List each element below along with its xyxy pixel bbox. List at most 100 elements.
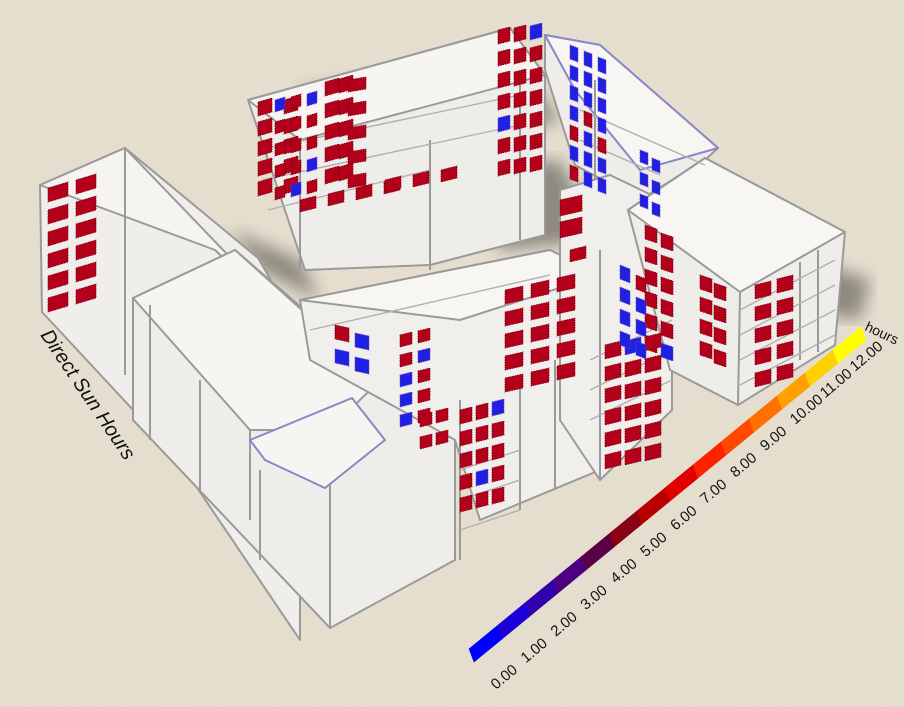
window-patch xyxy=(597,176,607,195)
window-patch xyxy=(556,317,576,337)
window-patch xyxy=(491,486,505,505)
window-patch xyxy=(635,274,647,294)
window-patch xyxy=(306,156,318,173)
window-patch xyxy=(529,88,543,107)
window-patch xyxy=(635,318,647,338)
window-patch xyxy=(274,162,286,179)
window-patch xyxy=(530,323,550,343)
window-patch xyxy=(619,286,631,306)
window-patch xyxy=(306,178,318,195)
window-patch xyxy=(556,339,576,359)
window-patch xyxy=(583,70,593,89)
window-patch xyxy=(290,159,302,176)
window-patch xyxy=(504,307,524,327)
window-patch xyxy=(504,285,524,305)
window-patch xyxy=(530,345,550,365)
window-patch xyxy=(556,273,576,293)
window-patch xyxy=(597,76,607,95)
window-patch xyxy=(299,195,317,213)
window-patch xyxy=(597,136,607,155)
window-patch xyxy=(327,189,345,207)
window-patch xyxy=(75,195,97,217)
window-patch xyxy=(347,124,367,141)
window-patch xyxy=(619,264,631,284)
window-patch xyxy=(419,411,433,428)
window-patch xyxy=(459,472,473,491)
window-patch xyxy=(491,464,505,483)
window-patch xyxy=(619,330,631,350)
window-patch xyxy=(559,194,583,217)
window-patch xyxy=(497,92,511,111)
window-patch xyxy=(635,340,647,360)
window-patch xyxy=(644,268,658,288)
window-patch xyxy=(354,332,370,351)
window-patch xyxy=(529,66,543,85)
window-patch xyxy=(435,429,449,446)
window-patch xyxy=(699,296,713,316)
window-patch xyxy=(47,225,69,247)
window-patch xyxy=(530,301,550,321)
window-patch xyxy=(713,326,727,346)
window-patch xyxy=(504,329,524,349)
window-patch xyxy=(660,298,674,318)
window-patch xyxy=(290,115,302,132)
window-patch xyxy=(475,424,489,443)
window-patch xyxy=(660,254,674,274)
legend-color-bar xyxy=(468,326,867,663)
window-patch xyxy=(644,354,662,374)
window-patch xyxy=(660,276,674,296)
window-patch xyxy=(776,340,794,360)
window-patch xyxy=(497,158,511,177)
window-patch xyxy=(435,407,449,424)
window-patch xyxy=(754,368,772,388)
window-patch xyxy=(583,130,593,149)
window-patch xyxy=(569,164,579,183)
window-patch xyxy=(651,179,661,196)
window-patch xyxy=(624,402,642,422)
window-patch xyxy=(75,217,97,239)
window-patch xyxy=(290,137,302,154)
window-patch xyxy=(529,154,543,173)
window-patch xyxy=(504,351,524,371)
window-patch xyxy=(644,442,662,462)
window-patch xyxy=(257,137,273,157)
window-patch xyxy=(419,433,433,450)
window-patch xyxy=(569,104,579,123)
window-patch xyxy=(257,97,273,117)
window-patch xyxy=(75,261,97,283)
window-patch xyxy=(334,324,350,343)
window-patch xyxy=(644,398,662,418)
window-patch xyxy=(639,149,649,166)
window-patch xyxy=(306,134,318,151)
window-patch xyxy=(699,318,713,338)
window-patch xyxy=(604,362,622,382)
window-patch xyxy=(417,347,431,364)
window-patch xyxy=(754,280,772,300)
window-patch xyxy=(497,70,511,89)
window-patch xyxy=(459,428,473,447)
window-patch xyxy=(604,384,622,404)
window-patch xyxy=(47,203,69,225)
window-patch xyxy=(624,424,642,444)
sun-hours-legend: 0.001.002.003.004.005.006.007.008.009.00… xyxy=(468,318,901,693)
window-patch xyxy=(491,420,505,439)
window-patch xyxy=(604,340,622,360)
window-sun-hour-patches xyxy=(47,22,794,513)
window-patch xyxy=(417,387,431,404)
window-patch xyxy=(497,26,511,45)
window-patch xyxy=(619,308,631,328)
window-patch xyxy=(497,48,511,67)
window-patch xyxy=(412,170,430,188)
window-patch xyxy=(274,96,286,113)
window-patch xyxy=(569,84,579,103)
window-patch xyxy=(651,201,661,218)
window-patch xyxy=(556,361,576,381)
window-patch xyxy=(624,380,642,400)
window-patch xyxy=(699,274,713,294)
window-patch xyxy=(384,175,402,193)
window-patch xyxy=(624,358,642,378)
window-patch xyxy=(75,239,97,261)
window-patch xyxy=(491,398,505,417)
window-patch xyxy=(635,296,647,316)
